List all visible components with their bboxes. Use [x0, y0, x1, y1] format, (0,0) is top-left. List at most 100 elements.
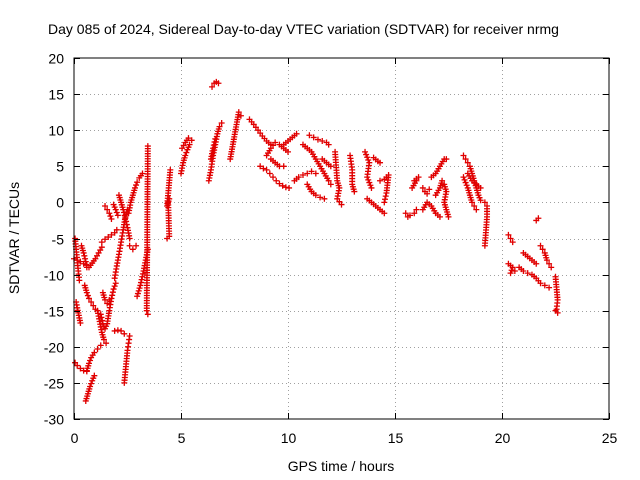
data-point	[139, 170, 146, 177]
data-point	[167, 166, 174, 173]
data-point	[120, 209, 127, 216]
data-point	[381, 210, 388, 217]
data-point	[364, 174, 371, 181]
y-tick-label: -5	[52, 232, 65, 248]
data-point	[126, 235, 133, 242]
data-point	[463, 182, 470, 189]
data-point	[276, 180, 283, 187]
data-point	[97, 342, 104, 349]
data-point	[543, 257, 550, 264]
data-point	[218, 119, 225, 126]
data-point	[85, 360, 92, 367]
data-point	[382, 196, 389, 203]
grid-lines	[74, 58, 609, 419]
data-point	[97, 311, 104, 318]
data-point	[107, 213, 114, 220]
data-point	[411, 210, 418, 217]
data-point	[317, 194, 324, 201]
data-point	[548, 264, 555, 271]
data-point	[426, 186, 433, 193]
data-point	[445, 213, 452, 220]
x-axis-title: GPS time / hours	[288, 458, 395, 474]
data-point	[83, 289, 90, 296]
data-point	[76, 277, 83, 284]
data-point	[546, 260, 553, 267]
data-point	[464, 159, 471, 166]
data-point	[293, 130, 300, 137]
x-tick-label: 20	[495, 430, 511, 446]
data-point	[102, 236, 109, 243]
data-point	[282, 184, 289, 191]
data-point	[82, 255, 89, 262]
y-tick-labels: -30 -25 -20 -15 -10 -5 0 5 10 15 20	[44, 51, 64, 428]
data-point	[308, 168, 315, 175]
data-point	[436, 213, 443, 220]
data-point	[111, 283, 118, 290]
data-point	[312, 192, 319, 199]
data-point	[106, 296, 113, 303]
data-point	[98, 239, 105, 246]
data-point	[80, 249, 87, 256]
y-tick-label: -30	[44, 412, 64, 428]
data-point	[363, 151, 370, 158]
data-point	[123, 221, 130, 228]
data-point	[411, 177, 418, 184]
data-point	[325, 177, 332, 184]
data-point	[88, 380, 95, 387]
data-point	[285, 148, 291, 155]
data-point	[481, 199, 488, 206]
data-point	[511, 267, 518, 274]
data-point	[509, 239, 516, 246]
data-point	[216, 123, 223, 130]
data-point	[235, 109, 242, 116]
y-tick-label: 0	[56, 195, 64, 211]
data-point	[312, 170, 319, 177]
data-point	[94, 345, 101, 352]
x-tick-labels: 0 5 10 15 20 25	[71, 430, 618, 446]
data-point	[461, 176, 468, 183]
data-point	[112, 206, 119, 213]
y-tick-label: -25	[44, 376, 64, 392]
data-point	[362, 148, 369, 155]
data-point	[215, 80, 222, 87]
data-point	[524, 270, 531, 277]
data-point	[533, 260, 540, 267]
data-point	[280, 163, 287, 170]
data-point	[98, 244, 105, 251]
data-point	[211, 138, 218, 145]
data-point	[114, 212, 121, 219]
data-point	[136, 285, 143, 292]
data-point	[406, 212, 413, 219]
y-tick-label: 10	[48, 123, 64, 139]
data-point	[509, 264, 516, 271]
data-point	[381, 199, 388, 206]
data-point	[210, 145, 217, 152]
data-point	[505, 231, 512, 238]
data-point	[77, 365, 84, 372]
data-point	[481, 242, 488, 249]
data-point	[122, 215, 129, 222]
data-point	[77, 319, 84, 326]
data-point	[106, 210, 113, 217]
data-point	[507, 270, 514, 277]
data-point	[299, 171, 306, 178]
y-tick-label: -10	[44, 268, 64, 284]
data-point	[111, 327, 118, 334]
data-point	[508, 267, 515, 274]
data-point	[462, 156, 469, 163]
data-point	[537, 280, 544, 287]
axis-ticks	[74, 58, 610, 420]
data-point	[131, 184, 138, 191]
data-point	[539, 246, 546, 253]
data-point	[364, 154, 371, 161]
data-point	[321, 195, 328, 202]
data-point	[382, 193, 389, 200]
data-point	[377, 159, 384, 166]
x-tick-label: 10	[281, 430, 297, 446]
data-point	[118, 327, 125, 334]
data-point	[304, 170, 311, 177]
data-point	[209, 83, 216, 90]
data-point	[295, 174, 302, 181]
x-tick-label: 0	[71, 430, 79, 446]
